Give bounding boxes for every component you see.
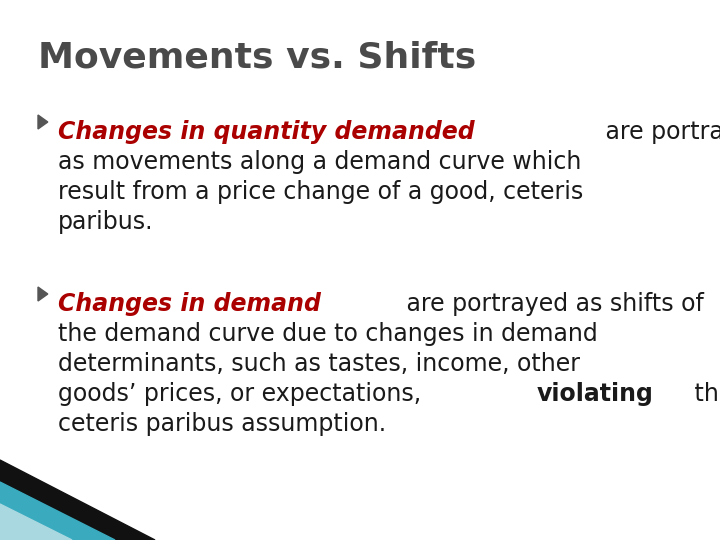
Text: ceteris paribus assumption.: ceteris paribus assumption. bbox=[58, 412, 386, 436]
Text: are portrayed: are portrayed bbox=[598, 120, 720, 144]
Text: violating: violating bbox=[536, 382, 653, 406]
Text: the: the bbox=[687, 382, 720, 406]
Text: are portrayed as shifts of: are portrayed as shifts of bbox=[399, 292, 704, 316]
Text: the demand curve due to changes in demand: the demand curve due to changes in deman… bbox=[58, 322, 598, 346]
Polygon shape bbox=[0, 460, 155, 540]
Text: determinants, such as tastes, income, other: determinants, such as tastes, income, ot… bbox=[58, 352, 580, 376]
Text: result from a price change of a good, ceteris: result from a price change of a good, ce… bbox=[58, 180, 583, 204]
Polygon shape bbox=[0, 504, 72, 540]
Text: goods’ prices, or expectations,: goods’ prices, or expectations, bbox=[58, 382, 428, 406]
Text: as movements along a demand curve which: as movements along a demand curve which bbox=[58, 150, 581, 174]
Text: Changes in quantity demanded: Changes in quantity demanded bbox=[58, 120, 474, 144]
Polygon shape bbox=[38, 115, 48, 129]
Text: Movements vs. Shifts: Movements vs. Shifts bbox=[38, 40, 476, 74]
Text: Changes in demand: Changes in demand bbox=[58, 292, 321, 316]
Polygon shape bbox=[0, 482, 115, 540]
Polygon shape bbox=[38, 287, 48, 301]
Text: paribus.: paribus. bbox=[58, 210, 153, 234]
